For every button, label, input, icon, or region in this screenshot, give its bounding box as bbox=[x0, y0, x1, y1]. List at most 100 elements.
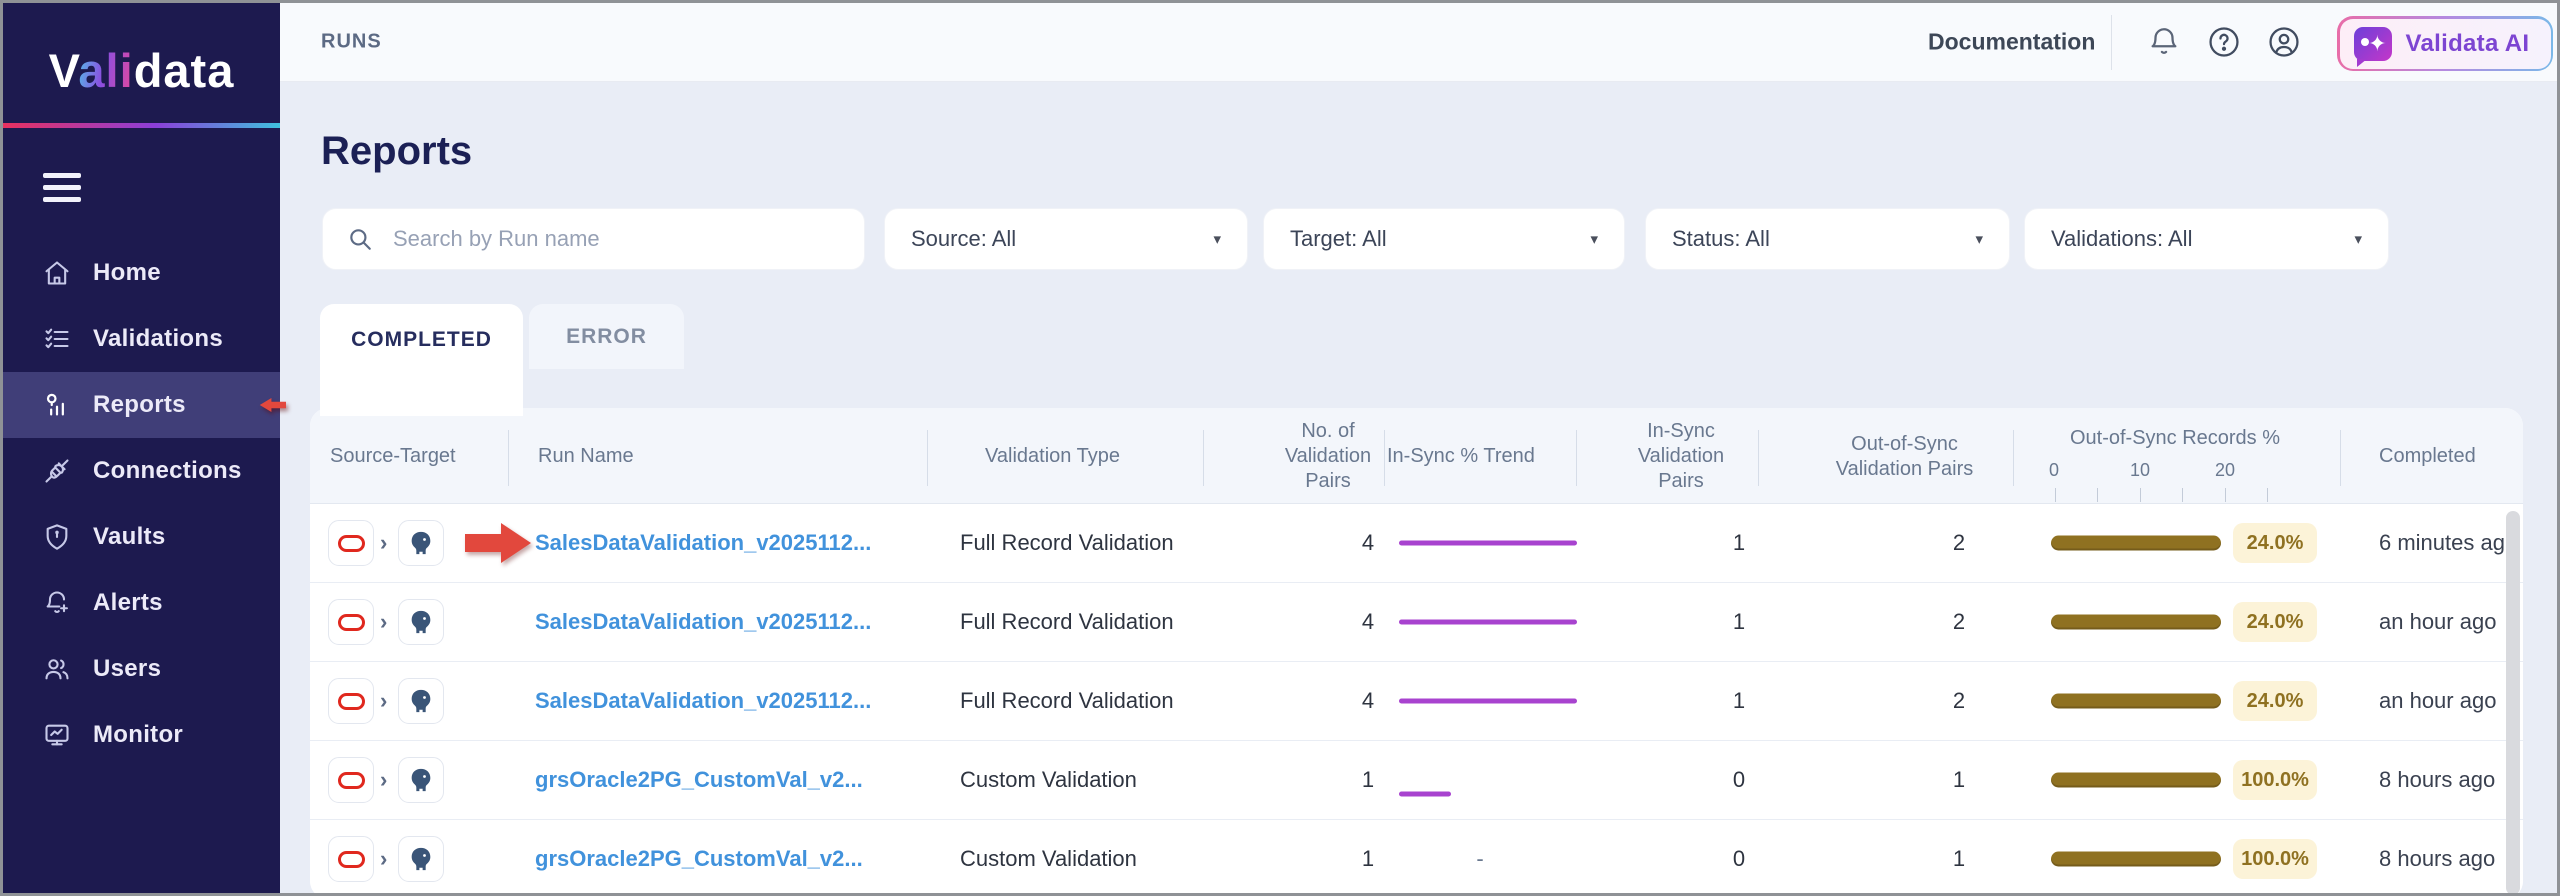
validation-pairs-count: 4 bbox=[1361, 530, 1375, 555]
sidebar-item-monitor[interactable]: Monitor bbox=[3, 702, 280, 768]
plug-icon bbox=[45, 459, 69, 483]
chevron-right-icon[interactable]: › bbox=[380, 688, 388, 713]
postgresql-icon bbox=[398, 678, 444, 724]
reports-table: Source-Target Run Name Validation Type N… bbox=[310, 408, 2523, 893]
in-sync-trend-line bbox=[1399, 619, 1577, 625]
shield-icon bbox=[46, 524, 68, 550]
col-header-source-target: Source-Target bbox=[330, 445, 456, 467]
chevron-right-icon[interactable]: › bbox=[380, 609, 388, 634]
out-of-sync-pct-badge: 24.0% bbox=[2233, 523, 2317, 563]
validation-type: Custom Validation bbox=[960, 767, 1137, 792]
sidebar-item-label: Vaults bbox=[93, 523, 166, 550]
validation-type: Custom Validation bbox=[960, 846, 1137, 871]
reports-icon bbox=[46, 393, 64, 416]
col-header-no-of-pairs: No. of Validation Pairs bbox=[1284, 420, 1372, 492]
validation-type: Full Record Validation bbox=[960, 609, 1174, 634]
postgresql-icon bbox=[398, 757, 444, 803]
out-of-sync-records-bar bbox=[2051, 535, 2221, 551]
out-of-sync-records-bar bbox=[2051, 614, 2221, 630]
out-of-sync-pct-badge: 100.0% bbox=[2233, 839, 2317, 879]
col-header-in-sync-trend: In-Sync % Trend bbox=[1387, 445, 1535, 467]
sidebar-item-alerts[interactable]: Alerts bbox=[3, 570, 280, 636]
out-of-sync-pairs-count: 2 bbox=[1952, 688, 1966, 713]
table-row[interactable]: › SalesDataValidation_v2025112... Full R… bbox=[310, 662, 2523, 741]
validation-pairs-count: 1 bbox=[1361, 846, 1375, 871]
logo-suffix: data bbox=[133, 44, 235, 97]
sidebar-item-validations[interactable]: Validations bbox=[3, 306, 280, 372]
in-sync-trend-line bbox=[1399, 540, 1577, 546]
logo-prefix: V bbox=[48, 44, 79, 97]
validata-logo: Validata bbox=[3, 43, 280, 98]
axis-label-20: 20 bbox=[2215, 460, 2236, 480]
validation-pairs-count: 4 bbox=[1361, 609, 1375, 634]
page-title: Reports bbox=[321, 129, 473, 173]
table-row[interactable]: › SalesDataValidation_v2025112... Full R… bbox=[310, 583, 2523, 662]
sidebar-item-label: Home bbox=[93, 259, 161, 286]
sidebar-item-vaults[interactable]: Vaults bbox=[3, 504, 280, 570]
run-name-link[interactable]: SalesDataValidation_v2025112... bbox=[535, 530, 872, 555]
validata-ai-button[interactable]: ✦ Validata AI bbox=[2337, 16, 2553, 71]
out-of-sync-records-bar bbox=[2051, 693, 2221, 709]
monitor-icon bbox=[45, 724, 69, 746]
completed-time: an hour ago bbox=[2379, 688, 2497, 713]
topbar: RUNS Documentation ✦ Validata AI bbox=[280, 3, 2557, 82]
bell-plus-icon bbox=[46, 591, 68, 613]
sidebar-item-connections[interactable]: Connections bbox=[3, 438, 280, 504]
validations-filter-value: Validations: All bbox=[2051, 226, 2193, 251]
target-filter-dropdown[interactable]: Target: All ▾ bbox=[1263, 208, 1625, 270]
in-sync-pairs-count: 0 bbox=[1732, 846, 1746, 871]
source-filter-value: Source: All bbox=[911, 226, 1017, 251]
oracle-icon bbox=[328, 678, 374, 724]
sidebar-item-reports[interactable]: Reports bbox=[3, 372, 286, 438]
run-name-link[interactable]: grsOracle2PG_CustomVal_v2... bbox=[535, 767, 863, 792]
chevron-down-icon: ▾ bbox=[1213, 231, 1221, 248]
col-header-out-of-sync-records: Out-of-Sync Records % bbox=[2069, 427, 2281, 449]
in-sync-pairs-count: 0 bbox=[1732, 767, 1746, 792]
tab-error-label: ERROR bbox=[566, 324, 647, 348]
chevron-down-icon: ▾ bbox=[1975, 231, 1983, 248]
sidebar-item-label: Validations bbox=[93, 325, 224, 352]
validations-filter-dropdown[interactable]: Validations: All ▾ bbox=[2024, 208, 2389, 270]
run-name-link[interactable]: grsOracle2PG_CustomVal_v2... bbox=[535, 846, 863, 871]
hamburger-menu-icon[interactable] bbox=[43, 173, 81, 203]
validation-pairs-count: 4 bbox=[1361, 688, 1375, 713]
postgresql-icon bbox=[398, 599, 444, 645]
tab-error[interactable]: ERROR bbox=[529, 304, 684, 369]
oracle-icon bbox=[328, 599, 374, 645]
table-row[interactable]: › SalesDataValidation_v2025112... Full R… bbox=[310, 504, 2523, 583]
status-filter-dropdown[interactable]: Status: All ▾ bbox=[1645, 208, 2010, 270]
breadcrumb: RUNS bbox=[321, 30, 382, 53]
documentation-link[interactable]: Documentation bbox=[1928, 28, 2096, 55]
source-filter-dropdown[interactable]: Source: All ▾ bbox=[884, 208, 1248, 270]
out-of-sync-pairs-count: 1 bbox=[1952, 846, 1966, 871]
help-icon[interactable] bbox=[2202, 20, 2246, 64]
out-of-sync-records-bar bbox=[2051, 851, 2221, 867]
chevron-right-icon[interactable]: › bbox=[380, 530, 388, 555]
completed-time: 8 hours ago bbox=[2379, 767, 2496, 792]
search-box bbox=[322, 208, 865, 270]
sidebar-item-home[interactable]: Home bbox=[3, 240, 280, 306]
logo-gradient-part: ali bbox=[78, 44, 134, 97]
chevron-right-icon[interactable]: › bbox=[380, 846, 388, 871]
status-filter-value: Status: All bbox=[1672, 226, 1770, 251]
validation-type: Full Record Validation bbox=[960, 688, 1174, 713]
account-icon[interactable] bbox=[2262, 20, 2306, 64]
out-of-sync-pairs-count: 1 bbox=[1952, 767, 1966, 792]
table-scrollbar[interactable] bbox=[2506, 511, 2520, 893]
chevron-right-icon[interactable]: › bbox=[380, 767, 388, 792]
tab-completed-label: COMPLETED bbox=[351, 328, 492, 351]
ai-chat-sparkle-icon: ✦ bbox=[2353, 26, 2392, 67]
tab-completed[interactable]: COMPLETED bbox=[320, 304, 523, 416]
search-input[interactable] bbox=[393, 226, 823, 252]
table-row[interactable]: › grsOracle2PG_CustomVal_v2... Custom Va… bbox=[310, 820, 2523, 893]
oracle-icon bbox=[328, 836, 374, 882]
in-sync-pairs-count: 1 bbox=[1732, 609, 1746, 634]
sidebar-item-label: Alerts bbox=[93, 589, 163, 616]
sidebar: Validata Home Validations Reports Connec… bbox=[3, 3, 286, 893]
sidebar-item-users[interactable]: Users bbox=[3, 636, 280, 702]
run-name-link[interactable]: SalesDataValidation_v2025112... bbox=[535, 609, 872, 634]
table-row[interactable]: › grsOracle2PG_CustomVal_v2... Custom Va… bbox=[310, 741, 2523, 820]
notifications-bell-icon[interactable] bbox=[2142, 20, 2186, 64]
run-name-link[interactable]: SalesDataValidation_v2025112... bbox=[535, 688, 872, 713]
